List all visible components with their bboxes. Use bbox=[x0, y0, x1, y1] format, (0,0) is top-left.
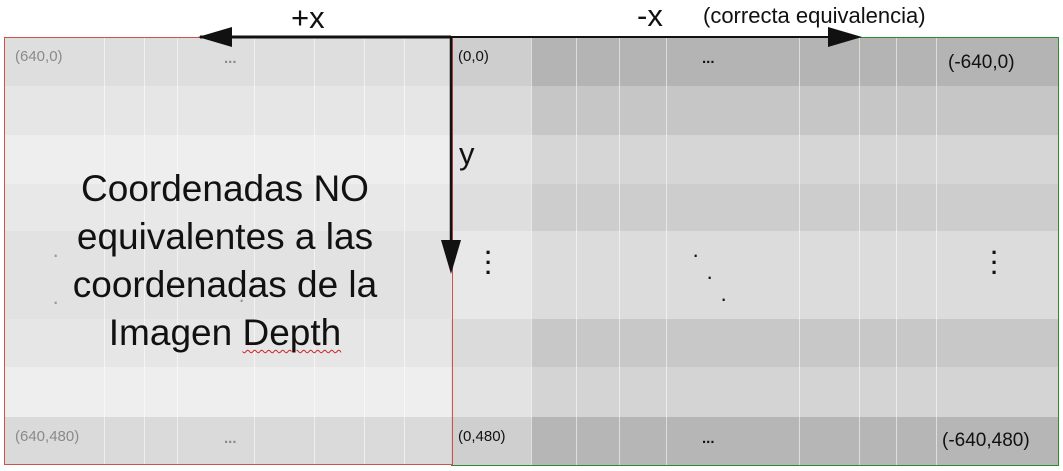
grid-band bbox=[451, 231, 1058, 319]
message-line: equivalentes a las bbox=[76, 216, 374, 257]
left-vertical-dot: · bbox=[52, 289, 60, 314]
diagonal-dot: · bbox=[706, 264, 714, 289]
right-top-ellipsis: ... bbox=[702, 50, 715, 67]
grid-band bbox=[4, 86, 451, 135]
grid-band bbox=[451, 135, 1058, 184]
left-bottom-ellipsis: ... bbox=[224, 430, 237, 447]
grid-band bbox=[4, 231, 451, 319]
grid-band bbox=[451, 86, 1058, 135]
plus-x-arrowhead bbox=[198, 27, 232, 47]
grid-band bbox=[451, 184, 1058, 231]
non-equivalent-message: Coordenadas NO equivalentes a las coorde… bbox=[40, 165, 410, 357]
grid-band bbox=[451, 37, 1058, 86]
left-image-panel bbox=[4, 37, 451, 465]
right-bottom-ellipsis: ... bbox=[702, 430, 715, 447]
grid-band bbox=[4, 184, 451, 231]
minus-x-note: (correcta equivalencia) bbox=[703, 3, 926, 28]
minus-x-label: -x bbox=[637, 0, 663, 33]
right-bottom-left-coord: (0,480) bbox=[458, 428, 506, 445]
misspelled-word: Depth bbox=[242, 312, 342, 353]
grid-band bbox=[451, 417, 1058, 465]
grid-band bbox=[451, 319, 1058, 367]
plus-x-label: +x bbox=[291, 0, 325, 35]
vertical-ellipsis-col1: · · · bbox=[485, 240, 493, 285]
left-bottom-left-coord: (640,480) bbox=[15, 428, 80, 445]
grid-band bbox=[4, 135, 451, 184]
left-top-ellipsis: ... bbox=[224, 50, 237, 67]
message-line: Coordenadas NO bbox=[81, 168, 369, 209]
grid-band bbox=[4, 417, 451, 465]
right-bottom-right-coord: (-640,480) bbox=[942, 430, 1030, 451]
minus-x-arrowhead bbox=[828, 27, 862, 47]
message-line: Imagen Depth bbox=[40, 309, 410, 357]
y-arrowhead bbox=[441, 240, 461, 274]
message-line: coordenadas de la bbox=[72, 264, 378, 305]
left-top-left-coord: (640,0) bbox=[15, 48, 63, 65]
grid-band bbox=[4, 319, 451, 367]
left-vertical-dot: · bbox=[52, 242, 60, 267]
right-top-left-coord: (0,0) bbox=[458, 48, 489, 65]
message-word: Imagen bbox=[108, 312, 243, 353]
right-top-right-coord: (-640,0) bbox=[948, 52, 1015, 73]
grid-band bbox=[451, 367, 1058, 417]
grid-band bbox=[4, 367, 451, 417]
diagonal-dot: · bbox=[692, 242, 700, 267]
diagonal-dot: · bbox=[720, 286, 728, 311]
y-label: y bbox=[459, 136, 475, 171]
left-vertical-dot: · bbox=[238, 287, 246, 312]
right-image-panel bbox=[451, 37, 1058, 465]
vertical-ellipsis-col3: · · · bbox=[991, 240, 999, 285]
